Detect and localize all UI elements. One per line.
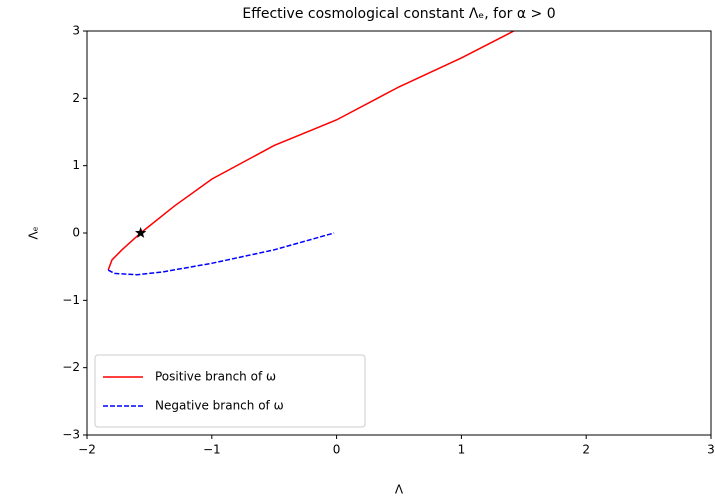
legend-box (94, 354, 366, 428)
x-tick-label: 2 (582, 443, 590, 457)
y-tick-label: 0 (72, 226, 80, 240)
y-tick-label: −1 (62, 293, 80, 307)
x-tick-label: −1 (203, 443, 221, 457)
chart-title: Effective cosmological constant Λₑ, for … (242, 6, 555, 22)
y-tick-label: 3 (72, 24, 80, 38)
plot-frame (86, 30, 712, 436)
x-tick-label: 1 (458, 443, 466, 457)
star-marker (134, 227, 147, 238)
x-tick-label: −2 (78, 443, 96, 457)
legend-label: Positive branch of ω (155, 370, 276, 384)
y-tick-label: −2 (62, 360, 80, 374)
y-tick-label: −3 (62, 428, 80, 442)
legend-label: Negative branch of ω (155, 399, 284, 413)
x-tick-label: 3 (707, 443, 715, 457)
x-tick-label: 0 (333, 443, 341, 457)
y-tick-label: 1 (72, 158, 80, 172)
line-series (107, 232, 335, 276)
x-axis-label: Λ (395, 483, 404, 497)
y-tick-label: 2 (72, 91, 80, 105)
line-series (107, 30, 515, 271)
y-axis-label: Λₑ (27, 226, 41, 239)
